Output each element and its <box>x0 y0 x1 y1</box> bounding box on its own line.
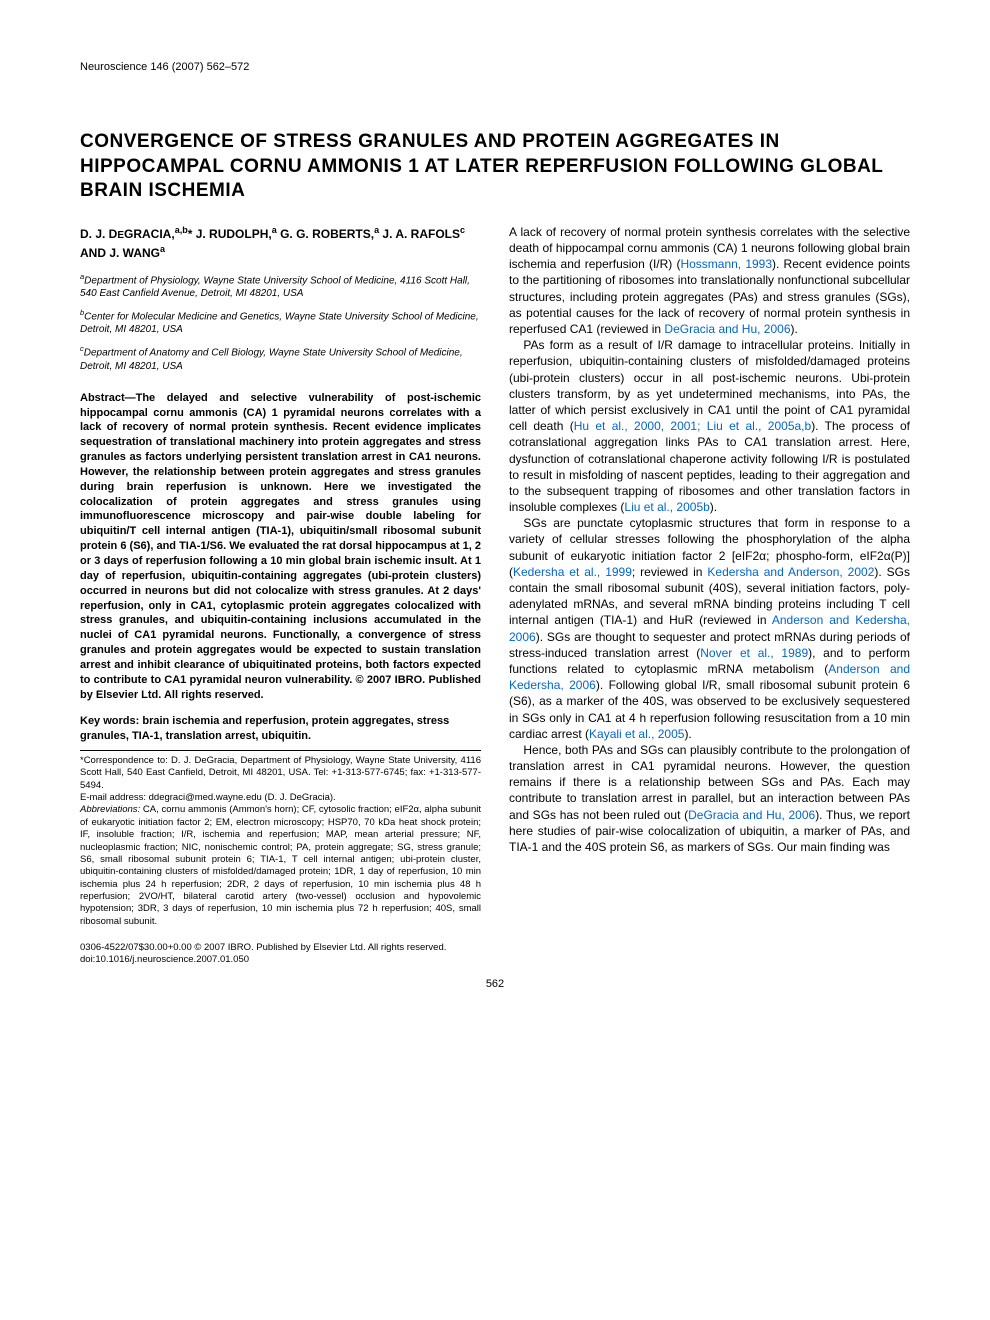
abstract: Abstract—The delayed and selective vulne… <box>80 391 481 703</box>
body-paragraph-4: Hence, both PAs and SGs can plausibly co… <box>509 742 910 855</box>
body-paragraph-3: SGs are punctate cytoplasmic structures … <box>509 515 910 742</box>
doi-line: doi:10.1016/j.neuroscience.2007.01.050 <box>80 954 249 965</box>
running-head: Neuroscience 146 (2007) 562–572 <box>80 60 910 75</box>
body-paragraph-2: PAs form as a result of I/R damage to in… <box>509 337 910 515</box>
email-line: E-mail address: ddegraci@med.wayne.edu (… <box>80 792 336 803</box>
copyright-line-1: 0306-4522/07$30.00+0.00 © 2007 IBRO. Pub… <box>80 942 446 953</box>
authors: D. J. DEGRACIA,a,b* J. RUDOLPH,a G. G. R… <box>80 224 481 262</box>
correspondence-footnote: *Correspondence to: D. J. DeGracia, Depa… <box>80 755 481 928</box>
keywords: Key words: brain ischemia and reperfusio… <box>80 714 481 744</box>
abbreviations-text: CA, cornu ammonis (Ammon's horn); CF, cy… <box>80 804 481 926</box>
affiliation-a: aDepartment of Physiology, Wayne State U… <box>80 272 481 300</box>
abbreviations-label: Abbreviations: <box>80 804 140 815</box>
affiliation-b: bCenter for Molecular Medicine and Genet… <box>80 308 481 336</box>
correspondence-text: *Correspondence to: D. J. DeGracia, Depa… <box>80 755 481 791</box>
left-column: D. J. DEGRACIA,a,b* J. RUDOLPH,a G. G. R… <box>80 224 481 928</box>
copyright-block: 0306-4522/07$30.00+0.00 © 2007 IBRO. Pub… <box>80 942 910 967</box>
body-paragraph-1: A lack of recovery of normal protein syn… <box>509 224 910 337</box>
right-column: A lack of recovery of normal protein syn… <box>509 224 910 928</box>
affiliation-c: cDepartment of Anatomy and Cell Biology,… <box>80 344 481 372</box>
footnote-rule <box>80 750 481 751</box>
two-column-layout: D. J. DEGRACIA,a,b* J. RUDOLPH,a G. G. R… <box>80 224 910 928</box>
page-number: 562 <box>80 977 910 992</box>
article-title: CONVERGENCE OF STRESS GRANULES AND PROTE… <box>80 130 910 204</box>
